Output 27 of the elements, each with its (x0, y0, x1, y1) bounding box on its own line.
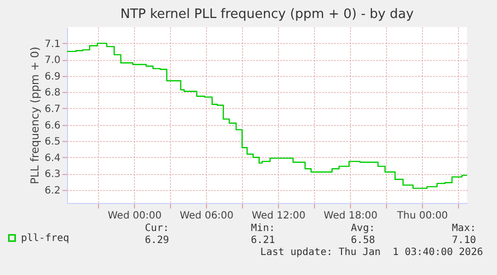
y-tick-label: 6.9 (44, 71, 60, 82)
text: 7.10 (452, 235, 476, 246)
y-tick-label: 6.5 (44, 136, 60, 148)
chart-title: NTP kernel PLL frequency (ppm + 0) - by day (120, 7, 414, 22)
legend-label: pll-freq (21, 233, 70, 244)
y-tick-label: 6.6 (44, 120, 60, 132)
text: Avg: (350, 223, 375, 234)
x-tick-label: Wed 06:00 (180, 210, 234, 222)
x-tick-label: Wed 12:00 (252, 210, 306, 222)
x-tick-label: Wed 18:00 (324, 210, 378, 222)
y-tick-label: 7.0 (44, 55, 60, 66)
text: 6.29 (144, 235, 169, 246)
y-tick-label: 6.4 (44, 152, 60, 164)
text: Max: (452, 223, 476, 234)
text: 6.58 (350, 235, 375, 246)
y-tick-label: 6.2 (44, 185, 60, 196)
y-tick-label: 6.7 (44, 104, 60, 115)
x-tick-label: Wed 00:00 (108, 210, 162, 222)
y-tick-label: 6.8 (44, 88, 60, 99)
text: 6.21 (250, 235, 275, 246)
x-tick-label: Thu 00:00 (396, 210, 448, 222)
text: Last update: Thu Jan 1 03:40:00 2026 (260, 247, 483, 258)
y-tick-label: 6.3 (44, 169, 60, 180)
y-tick-label: 7.1 (44, 38, 60, 50)
y-axis-title: PLL frequency (ppm + 0) (28, 46, 42, 184)
text: Cur: (144, 223, 169, 234)
text: Min: (250, 223, 275, 234)
